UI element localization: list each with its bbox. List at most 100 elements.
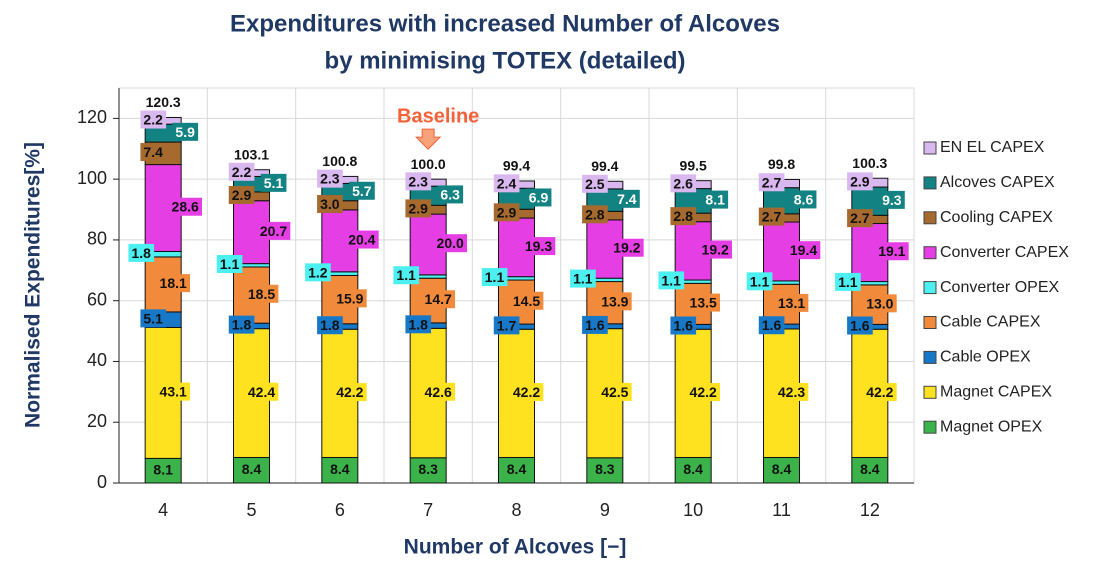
data-label: 3.0 xyxy=(317,194,343,213)
data-label: 1.8 xyxy=(228,315,255,334)
data-label-box xyxy=(172,122,199,141)
data-label-box xyxy=(317,194,343,213)
data-label-text: 42.6 xyxy=(425,384,452,400)
data-label: 42.3 xyxy=(774,382,809,401)
total-label: 100.3 xyxy=(852,155,887,171)
data-label: 14.7 xyxy=(421,290,456,309)
data-label-text: 5.1 xyxy=(264,175,284,191)
data-label: 20.7 xyxy=(256,221,291,240)
data-label-box xyxy=(260,173,287,192)
data-label: 1.1 xyxy=(570,269,596,288)
data-label-box xyxy=(768,459,795,478)
data-label-text: 2.8 xyxy=(585,206,605,222)
data-label-box xyxy=(415,460,442,479)
data-label: 1.6 xyxy=(847,316,873,335)
data-label-text: 2.3 xyxy=(320,171,340,187)
data-label-box xyxy=(790,190,817,209)
data-label: 1.1 xyxy=(835,272,861,291)
data-label: 2.7 xyxy=(758,207,785,226)
data-label: 8.4 xyxy=(327,459,353,478)
legend-label: Cooling CAPEX xyxy=(940,209,1053,226)
data-label-text: 1.7 xyxy=(497,317,517,333)
data-label: 2.8 xyxy=(582,205,608,224)
data-label-box xyxy=(570,269,596,288)
data-label-box xyxy=(686,293,721,312)
data-label-text: 18.5 xyxy=(248,286,275,302)
total-label: 99.4 xyxy=(591,158,618,174)
data-label-text: 2.2 xyxy=(143,112,163,128)
data-label-text: 2.8 xyxy=(673,208,693,224)
data-label: 2.2 xyxy=(140,110,167,129)
data-label-box xyxy=(863,294,897,313)
data-label: 2.9 xyxy=(228,186,255,205)
x-tick-label: 12 xyxy=(860,500,880,520)
y-tick-label: 80 xyxy=(87,229,107,249)
data-label-text: 8.1 xyxy=(705,192,725,208)
y-tick-label: 60 xyxy=(87,289,107,309)
data-label-text: 2.4 xyxy=(497,175,517,191)
data-label: 7.4 xyxy=(140,143,167,162)
data-label: 42.6 xyxy=(421,382,456,401)
data-label-text: 6.3 xyxy=(440,186,460,202)
data-label-text: 42.5 xyxy=(601,384,628,400)
data-label-text: 8.1 xyxy=(153,461,173,477)
data-label: 1.2 xyxy=(305,263,331,282)
data-label: 2.5 xyxy=(582,174,608,193)
data-label-text: 1.1 xyxy=(220,256,240,272)
data-label: 15.9 xyxy=(333,289,367,308)
data-label-box xyxy=(238,459,265,478)
data-label-box xyxy=(686,383,721,402)
data-label-box xyxy=(509,291,544,310)
data-label: 1.6 xyxy=(758,316,785,335)
data-label-text: 43.1 xyxy=(160,384,187,400)
data-label-text: 8.6 xyxy=(794,191,814,207)
total-label: 99.8 xyxy=(768,156,795,172)
data-label-text: 42.3 xyxy=(778,384,805,400)
data-label-text: 42.2 xyxy=(690,384,717,400)
data-label-text: 8.3 xyxy=(418,461,438,477)
data-label-box xyxy=(140,309,167,328)
data-label: 2.8 xyxy=(670,207,697,226)
data-label-box xyxy=(774,293,809,312)
x-tick-label: 8 xyxy=(511,500,521,520)
data-label: 19.2 xyxy=(610,238,644,257)
data-label-box xyxy=(156,274,191,293)
data-label-box xyxy=(244,382,279,401)
data-label-text: 1.1 xyxy=(573,271,593,287)
data-label-box xyxy=(244,284,279,303)
data-label-box xyxy=(317,169,343,188)
data-label-text: 1.6 xyxy=(850,318,870,334)
y-tick-label: 100 xyxy=(77,168,107,188)
data-label-text: 8.4 xyxy=(860,461,880,477)
data-label: 1.7 xyxy=(493,316,520,335)
total-label: 103.1 xyxy=(234,146,269,162)
data-label-text: 5.9 xyxy=(175,124,195,140)
data-label: 1.8 xyxy=(405,315,432,334)
data-label: 6.9 xyxy=(525,188,552,207)
data-label-box xyxy=(614,189,640,208)
data-label: 8.3 xyxy=(415,460,442,479)
data-label-box xyxy=(503,459,530,478)
data-label-text: 1.6 xyxy=(762,317,782,333)
data-label-text: 28.6 xyxy=(172,199,199,215)
data-label-box xyxy=(598,382,632,401)
data-label-text: 13.1 xyxy=(778,295,805,311)
data-label: 20.0 xyxy=(433,234,468,253)
data-label: 1.1 xyxy=(658,271,685,290)
data-label-box xyxy=(521,237,556,256)
data-label-box xyxy=(847,172,873,191)
data-label-text: 7.4 xyxy=(617,191,637,207)
total-label: 99.5 xyxy=(680,157,707,173)
data-label: 42.4 xyxy=(244,382,279,401)
legend-swatch xyxy=(923,246,937,260)
data-label-box xyxy=(670,207,697,226)
data-label-box xyxy=(228,162,255,181)
data-label-box xyxy=(433,234,468,253)
data-label: 13.0 xyxy=(863,294,897,313)
data-label-box xyxy=(592,460,618,479)
chart-title: Expenditures with increased Number of Al… xyxy=(230,10,780,37)
data-label-box xyxy=(698,240,733,259)
data-label: 2.9 xyxy=(847,172,873,191)
data-label: 42.2 xyxy=(333,383,367,402)
x-tick-label: 11 xyxy=(772,500,791,520)
